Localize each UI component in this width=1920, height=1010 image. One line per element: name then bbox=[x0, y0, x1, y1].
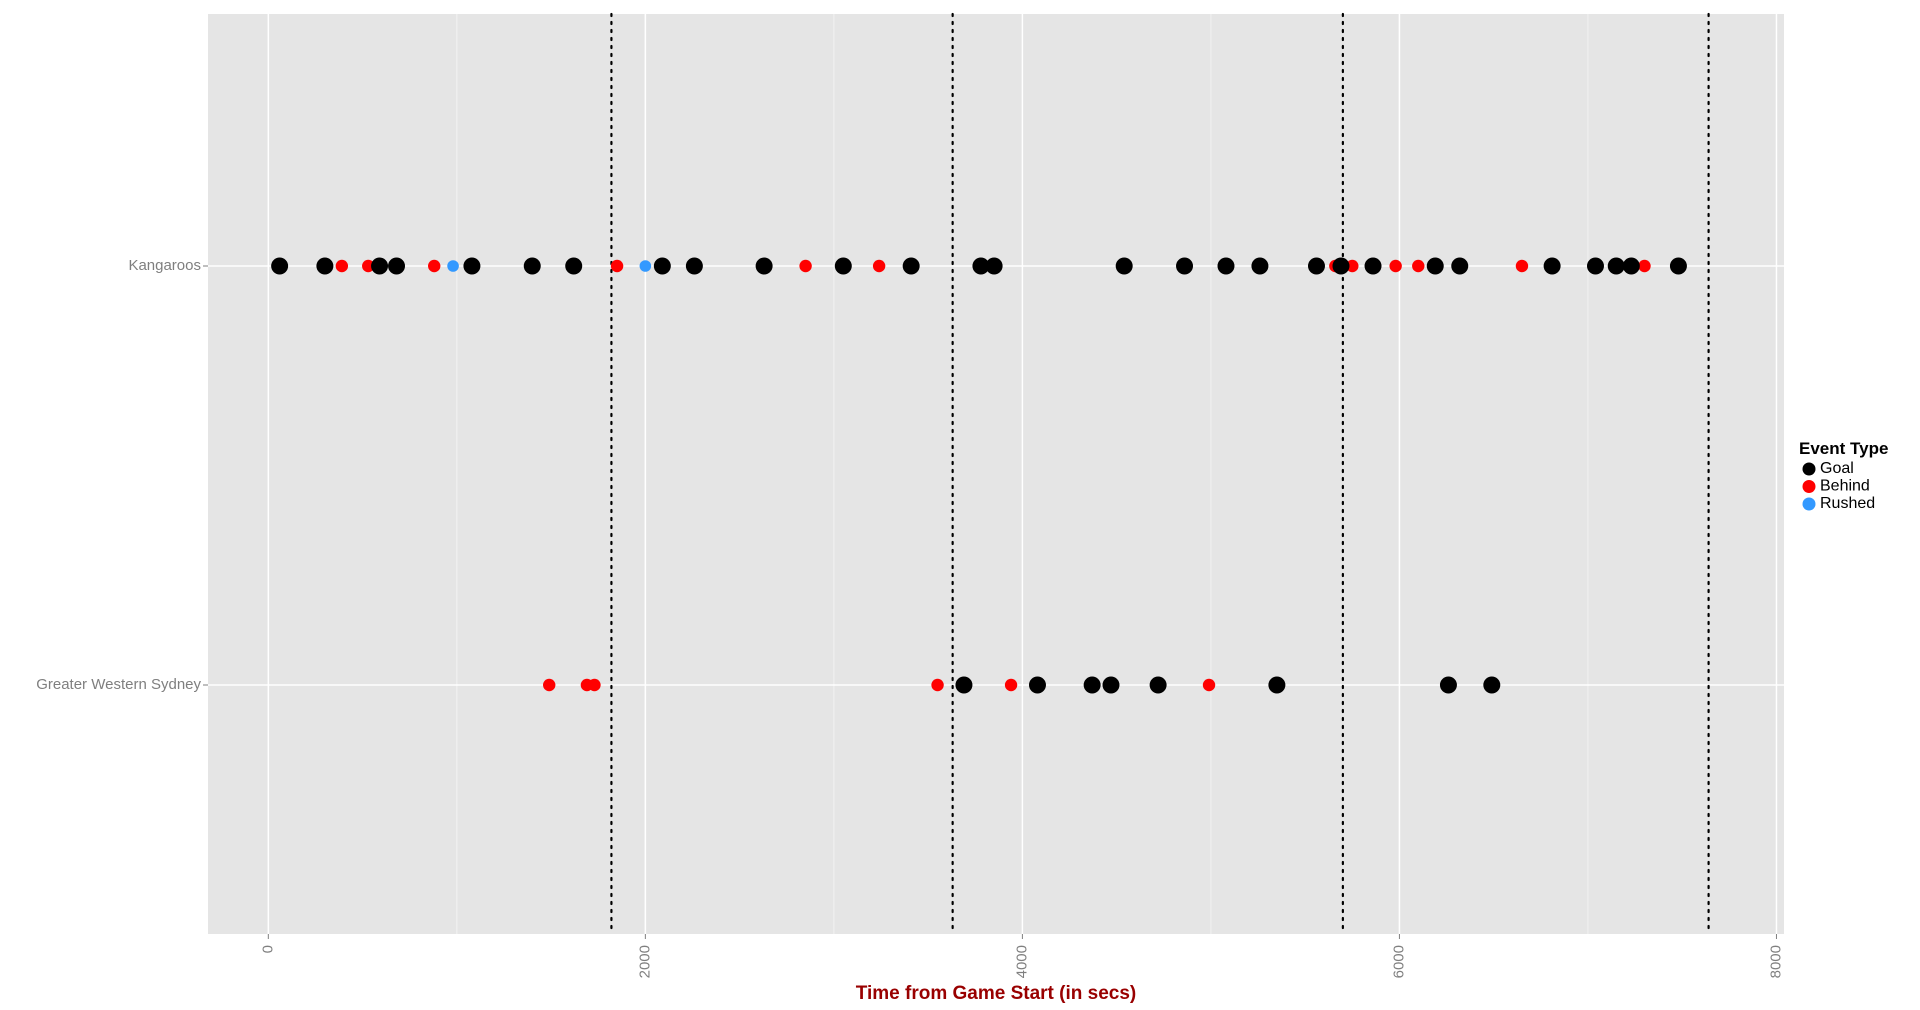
goal-point bbox=[1268, 676, 1286, 694]
goal-point bbox=[1607, 257, 1625, 275]
goal-point bbox=[565, 257, 583, 275]
goal-point bbox=[1586, 257, 1604, 275]
goal-point bbox=[985, 257, 1003, 275]
goal-point bbox=[1332, 257, 1350, 275]
goal-point bbox=[972, 257, 990, 275]
behind-point bbox=[872, 259, 886, 273]
goal-point bbox=[834, 257, 852, 275]
legend-label-behind: Behind bbox=[1820, 478, 1870, 495]
behind-point bbox=[1412, 259, 1425, 273]
legend-title: Event Type bbox=[1799, 439, 1888, 458]
goal-point bbox=[1483, 676, 1501, 694]
axes: 0 2000 4000 6000 8000 Kangaroos Greater Wester… bbox=[36, 257, 1784, 978]
goal-point bbox=[1543, 257, 1561, 275]
y-tick-label: Kangaroos bbox=[128, 257, 201, 274]
goal-point bbox=[523, 257, 541, 275]
behind-point bbox=[1638, 259, 1651, 273]
behind-point bbox=[335, 259, 349, 273]
behind-point bbox=[1389, 259, 1402, 273]
goal-point bbox=[653, 257, 671, 275]
goal-point bbox=[1217, 257, 1235, 275]
rushed-point bbox=[447, 260, 459, 272]
x-tick-label: 4000 bbox=[1013, 945, 1030, 978]
behind-point bbox=[362, 259, 375, 273]
goal-point bbox=[463, 257, 481, 275]
legend-label-rushed: Rushed bbox=[1820, 495, 1875, 512]
goal-point bbox=[1115, 257, 1133, 275]
goal-point bbox=[1439, 676, 1457, 694]
behind-point bbox=[588, 678, 601, 692]
goal-point bbox=[1307, 257, 1325, 275]
goal-point bbox=[1083, 676, 1101, 694]
goal-point bbox=[1622, 257, 1640, 275]
legend-key-behind bbox=[1802, 480, 1816, 493]
panel-background bbox=[208, 14, 1784, 934]
x-tick-label: 0 bbox=[259, 945, 276, 953]
goal-point bbox=[1102, 676, 1120, 694]
behind-point bbox=[428, 259, 441, 273]
goal-point bbox=[271, 257, 289, 275]
x-tick-label: 2000 bbox=[636, 945, 653, 978]
goal-point bbox=[1028, 676, 1046, 694]
goal-point bbox=[1669, 257, 1687, 275]
behind-point bbox=[610, 259, 624, 273]
goal-point bbox=[902, 257, 920, 275]
goal-point bbox=[371, 257, 389, 275]
behind-point bbox=[1202, 678, 1216, 692]
legend-key-goal bbox=[1802, 462, 1816, 476]
x-tick-label: 8000 bbox=[1767, 945, 1784, 978]
y-tick-label: Greater Western Sydney bbox=[36, 676, 201, 693]
data-points bbox=[271, 257, 1687, 694]
behind-point bbox=[799, 259, 812, 273]
goal-point bbox=[1149, 676, 1167, 694]
legend-label-goal: Goal bbox=[1820, 460, 1854, 477]
goal-point bbox=[755, 257, 773, 275]
goal-point bbox=[1176, 257, 1194, 275]
goal-point bbox=[1451, 257, 1469, 275]
x-axis-title: Time from Game Start (in secs) bbox=[856, 983, 1137, 1004]
goal-point bbox=[685, 257, 703, 275]
behind-point bbox=[1515, 259, 1529, 273]
behind-point bbox=[1004, 678, 1018, 692]
goal-point bbox=[1251, 257, 1269, 275]
goal-point bbox=[388, 257, 406, 275]
goal-point bbox=[955, 676, 973, 694]
behind-point bbox=[1346, 259, 1359, 273]
x-tick-label: 6000 bbox=[1390, 945, 1407, 978]
behind-point bbox=[543, 678, 556, 692]
goal-point bbox=[1426, 257, 1444, 275]
goal-point bbox=[1364, 257, 1382, 275]
goal-point bbox=[316, 257, 334, 275]
behind-point bbox=[931, 678, 944, 692]
quarter-lines bbox=[610, 12, 1710, 936]
legend-key-rushed bbox=[1802, 497, 1816, 511]
rushed-point bbox=[639, 260, 652, 272]
